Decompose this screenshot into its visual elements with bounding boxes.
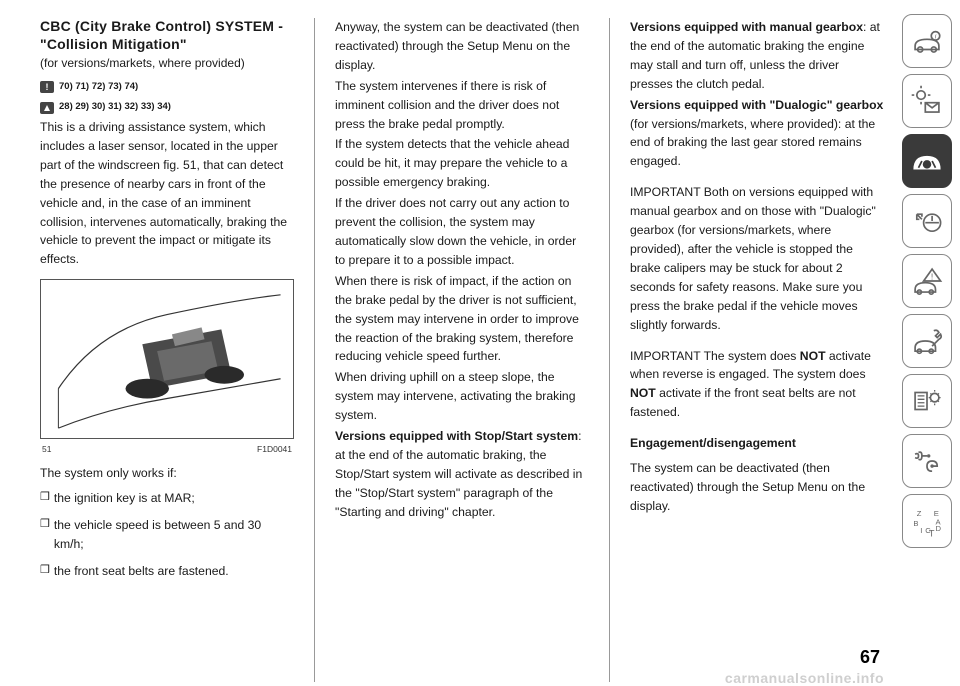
body-text: The system can be deactivated (then reac… xyxy=(630,459,884,516)
body-text: The system only works if: xyxy=(40,464,294,483)
figure-code: F1D0041 xyxy=(257,443,292,456)
body-text: Versions equipped with manual gearbox: a… xyxy=(630,18,884,94)
important-note: IMPORTANT Both on versions equipped with… xyxy=(630,183,884,334)
section-tabs-sidebar: i ! Z E B A I D xyxy=(898,0,960,686)
column-1: CBC (City Brake Control) SYSTEM - "Colli… xyxy=(40,18,294,682)
tab-keys-steering[interactable] xyxy=(902,194,952,248)
note-text: activate if the front seat belts are not… xyxy=(630,386,856,419)
column-divider xyxy=(314,18,315,682)
caution-refs: 28) 29) 30) 31) 32) 33) 34) xyxy=(40,100,294,115)
caution-icon xyxy=(40,102,54,114)
tab-multimedia-nav[interactable] xyxy=(902,434,952,488)
svg-text:T: T xyxy=(929,528,935,538)
tab-specs-settings[interactable] xyxy=(902,374,952,428)
spacer xyxy=(630,173,884,183)
list-item: ❒ the vehicle speed is between 5 and 30 … xyxy=(40,516,294,554)
version-label: Versions equipped with manual gearbox xyxy=(630,20,863,34)
bullet-text: the vehicle speed is between 5 and 30 km… xyxy=(54,516,294,554)
emphasis: NOT xyxy=(800,349,826,363)
version-text: (for versions/markets, where provided): … xyxy=(630,117,875,169)
column-2: Anyway, the system can be deactivated (t… xyxy=(335,18,589,682)
tab-lights-messages[interactable] xyxy=(902,74,952,128)
tab-warning-vehicle[interactable]: ! xyxy=(902,254,952,308)
svg-text:E: E xyxy=(934,509,939,518)
body-text: When there is risk of impact, if the act… xyxy=(335,272,589,367)
tab-service[interactable] xyxy=(902,314,952,368)
svg-text:!: ! xyxy=(931,271,933,281)
bullet-icon: ❒ xyxy=(40,516,50,554)
body-text: This is a driving assistance system, whi… xyxy=(40,118,294,269)
svg-text:B: B xyxy=(913,519,918,528)
section-heading: CBC (City Brake Control) SYSTEM - "Colli… xyxy=(40,18,294,53)
bullet-text: the front seat belts are fastened. xyxy=(54,562,229,581)
column-divider xyxy=(609,18,610,682)
tab-safety[interactable] xyxy=(902,134,952,188)
column-3: Versions equipped with manual gearbox: a… xyxy=(630,18,884,682)
body-text: When driving uphill on a steep slope, th… xyxy=(335,368,589,425)
svg-text:Z: Z xyxy=(917,509,922,518)
svg-text:!: ! xyxy=(46,82,49,92)
list-item: ❒ the ignition key is at MAR; xyxy=(40,489,294,508)
version-label: Versions equipped with "Dualogic" gearbo… xyxy=(630,98,883,112)
svg-text:D: D xyxy=(936,524,942,533)
manual-page: CBC (City Brake Control) SYSTEM - "Colli… xyxy=(0,0,960,686)
bullet-icon: ❒ xyxy=(40,562,50,581)
important-note: IMPORTANT The system does NOT activate w… xyxy=(630,347,884,423)
body-text: Anyway, the system can be deactivated (t… xyxy=(335,18,589,75)
bullet-icon: ❒ xyxy=(40,489,50,508)
tab-index[interactable]: Z E B A I D C T xyxy=(902,494,952,548)
figure-number: 51 xyxy=(42,443,51,456)
subsection-title: Engagement/disengagement xyxy=(630,434,884,453)
emphasis: NOT xyxy=(630,386,656,400)
caution-ref-numbers: 28) 29) 30) 31) 32) 33) 34) xyxy=(59,100,171,115)
version-label: Versions equipped with Stop/Start system xyxy=(335,429,578,443)
bullet-text: the ignition key is at MAR; xyxy=(54,489,195,508)
warning-ref-numbers: 70) 71) 72) 73) 74) xyxy=(59,80,138,95)
body-text: If the system detects that the vehicle a… xyxy=(335,135,589,192)
svg-text:I: I xyxy=(920,526,922,535)
page-number: 67 xyxy=(860,647,880,668)
list-item: ❒ the front seat belts are fastened. xyxy=(40,562,294,581)
body-text: Versions equipped with "Dualogic" gearbo… xyxy=(630,96,884,172)
spacer xyxy=(630,337,884,347)
watermark: carmanualsonline.info xyxy=(725,670,884,686)
body-text: The system intervenes if there is risk o… xyxy=(335,77,589,134)
tab-vehicle-info[interactable]: i xyxy=(902,14,952,68)
note-text: IMPORTANT The system does xyxy=(630,349,800,363)
figure-caption: 51 F1D0041 xyxy=(40,443,294,456)
body-text: Versions equipped with Stop/Start system… xyxy=(335,427,589,522)
figure-51 xyxy=(40,279,294,439)
body-text: If the driver does not carry out any act… xyxy=(335,194,589,270)
warning-refs: ! 70) 71) 72) 73) 74) xyxy=(40,80,294,95)
spacer xyxy=(630,424,884,430)
availability-note: (for versions/markets, where provided) xyxy=(40,54,294,73)
warning-icon: ! xyxy=(40,81,54,93)
content-columns: CBC (City Brake Control) SYSTEM - "Colli… xyxy=(0,0,898,686)
